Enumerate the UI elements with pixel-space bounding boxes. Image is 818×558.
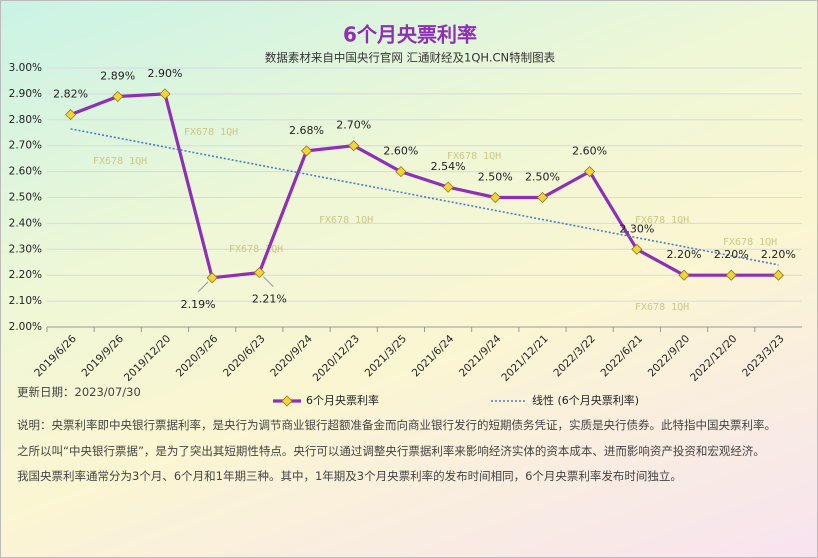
y-tick-label: 2.30% [9, 243, 42, 255]
y-tick-label: 2.50% [9, 192, 42, 204]
x-tick-label: 2020/12/23 [311, 333, 362, 384]
x-tick-label: 2019/12/20 [122, 333, 173, 384]
marker [112, 90, 124, 103]
series-line [70, 92, 779, 280]
marker [772, 269, 784, 281]
y-tick-label: 2.90% [9, 88, 42, 100]
x-tick-label: 2019/9/26 [79, 333, 126, 380]
watermark: FX678 1QH [723, 237, 777, 248]
marker [206, 272, 218, 284]
y-tick-label: 2.70% [9, 140, 42, 152]
watermark: FX678 1QH [229, 244, 283, 255]
x-tick-label: 2021/3/25 [363, 333, 410, 380]
watermark: FX678 1QH [447, 151, 501, 162]
watermark: FX678 1QH [635, 215, 689, 226]
marker [253, 267, 265, 279]
marker [300, 145, 313, 157]
chart-title: 6个月央票利率 [343, 23, 477, 47]
x-tick-label: 2021/6/24 [410, 333, 457, 380]
y-tick-label: 2.10% [9, 295, 42, 307]
x-tick-label: 2021/12/21 [499, 333, 550, 384]
x-tick-label: 2021/9/24 [457, 333, 504, 380]
data-label: 2.89% [100, 69, 135, 82]
note: 我国央票利率通常分为3个月、6个月和1年期三种。其中，1年期及3个月央票利率的发… [17, 469, 682, 483]
marker [678, 269, 690, 281]
chart-subtitle: 数据素材来自中国央行官网 汇通财经及1QH.CN特制图表 [265, 51, 556, 65]
watermark: FX678 1QH [319, 215, 373, 226]
y-tick-label: 2.00% [9, 321, 42, 333]
watermark: FX678 1QH [93, 156, 147, 167]
data-label: 2.20% [667, 248, 702, 261]
leader [197, 281, 209, 293]
x-tick-label: 2023/3/23 [740, 333, 787, 380]
y-tick-label: 3.00% [9, 62, 42, 74]
chart: 6个月央票利率 数据素材来自中国央行官网 汇通财经及1QH.CN特制图表 2.0… [9, 23, 802, 407]
note: 说明：央票利率即中央银行票据利率，是央行为调节商业银行超额准备金而向商业银行发行… [17, 418, 776, 432]
data-label: 2.20% [761, 248, 796, 261]
marker [725, 269, 737, 281]
update-date: 更新日期：2023/07/30 [17, 385, 141, 399]
data-label: 2.21% [252, 293, 287, 306]
x-tick-label: 2020/6/23 [221, 333, 268, 380]
marker [159, 88, 171, 100]
marker [631, 243, 643, 255]
y-tick-label: 2.80% [9, 114, 42, 126]
data-label: 2.90% [147, 67, 182, 80]
legend-label: 6个月央票利率 [306, 393, 379, 407]
data-label: 2.60% [383, 145, 418, 158]
marker [348, 140, 360, 152]
x-tick-label: 2020/3/26 [174, 333, 221, 380]
marker [395, 166, 407, 178]
x-tick-label: 2022/9/20 [646, 333, 693, 380]
legend-marker [281, 395, 293, 407]
data-label: 2.20% [714, 248, 749, 261]
watermark: FX678 1QH [635, 302, 689, 313]
watermark: FX678 1QH [184, 127, 238, 138]
marker [489, 191, 501, 204]
data-label: 2.50% [525, 171, 560, 184]
y-tick-label: 2.40% [9, 217, 42, 229]
data-label: 2.70% [336, 119, 371, 132]
data-label: 2.30% [619, 222, 654, 235]
data-label: 2.68% [289, 124, 324, 137]
x-tick-label: 2019/6/26 [32, 333, 79, 380]
marker [536, 191, 549, 204]
marker [584, 166, 596, 178]
y-tick-label: 2.20% [9, 269, 42, 281]
marker [65, 109, 77, 121]
x-tick-label: 2020/9/24 [268, 333, 315, 380]
data-label: 2.60% [572, 145, 607, 158]
x-tick-label: 2022/12/20 [688, 333, 739, 384]
data-label: 2.82% [53, 88, 88, 101]
x-tick-label: 2022/6/21 [599, 333, 646, 380]
legend-label: 线性 (6个月央票利率) [532, 393, 639, 407]
data-label: 2.54% [431, 160, 466, 173]
trend-line [70, 128, 779, 266]
x-tick-label: 2022/3/22 [551, 333, 598, 380]
data-label: 2.19% [181, 298, 216, 311]
y-tick-label: 2.60% [9, 166, 42, 178]
leader [262, 276, 274, 287]
marker [442, 181, 454, 193]
note: 之所以叫“中央银行票据”，是为了突出其短期性特点。央行可以通过调整央行票据利率来… [17, 444, 765, 458]
data-label: 2.50% [478, 171, 513, 184]
